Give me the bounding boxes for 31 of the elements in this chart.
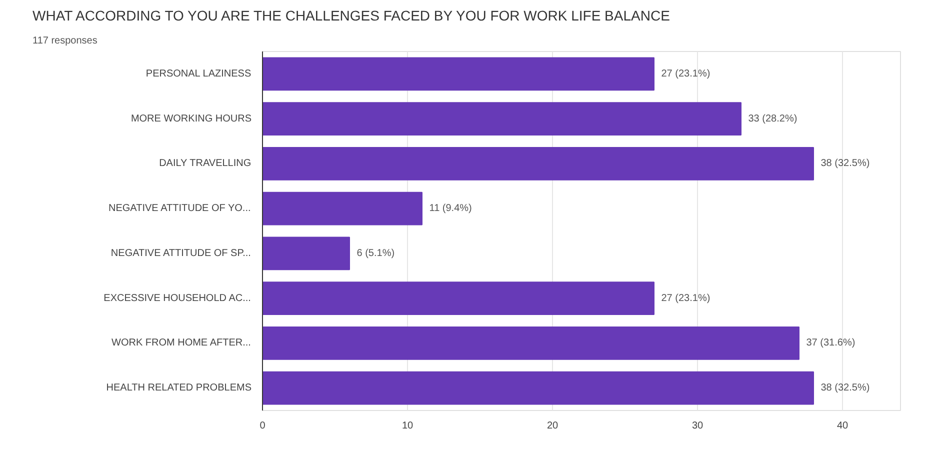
x-tick-label: 0 (260, 420, 266, 432)
data-label: 37 (31.6%) (806, 338, 856, 349)
bar (262, 282, 654, 315)
y-tick-label: HEALTH RELATED PROBLEMS (106, 382, 252, 394)
y-tick-label: DAILY TRAVELLING (159, 158, 252, 170)
data-label: 27 (23.1%) (661, 68, 710, 80)
bar (262, 192, 422, 226)
data-label: 11 (9.4%) (429, 203, 472, 214)
y-tick-label: PERSONAL LAZINESS (146, 68, 252, 80)
y-tick-label: MORE WORKING HOURS (130, 113, 252, 124)
bar (262, 236, 350, 270)
bar (262, 57, 654, 91)
y-tick-label: NEGATIVE ATTITUDE OF SP... (110, 248, 251, 259)
x-tick-label: 20 (546, 420, 558, 432)
data-label: 27 (23.1%) (661, 292, 710, 304)
x-tick-label: 10 (402, 420, 414, 432)
bar (262, 147, 814, 180)
x-tick-label: 40 (836, 420, 848, 432)
data-label: 6 (5.1%) (356, 248, 395, 259)
y-tick-label: EXCESSIVE HOUSEHOLD AC... (104, 292, 251, 304)
text: 117 responses (32, 36, 98, 46)
y-tick-label: WORK FROM HOME AFTER... (112, 338, 251, 349)
data-label: 38 (32.5%) (820, 158, 870, 170)
data-label: 33 (28.2%) (748, 113, 798, 124)
bar (262, 326, 800, 360)
x-tick-label: 30 (692, 420, 704, 432)
y-tick-label: NEGATIVE ATTITUDE OF YO... (108, 203, 251, 214)
data-label: 38 (32.5%) (820, 382, 870, 394)
bar (262, 371, 814, 405)
bar (262, 102, 742, 136)
chart-title: WHAT ACCORDING TO YOU ARE THE CHALLENGES FACED BY YOU FOR WORK LIFE BALANCE (32, 8, 670, 24)
